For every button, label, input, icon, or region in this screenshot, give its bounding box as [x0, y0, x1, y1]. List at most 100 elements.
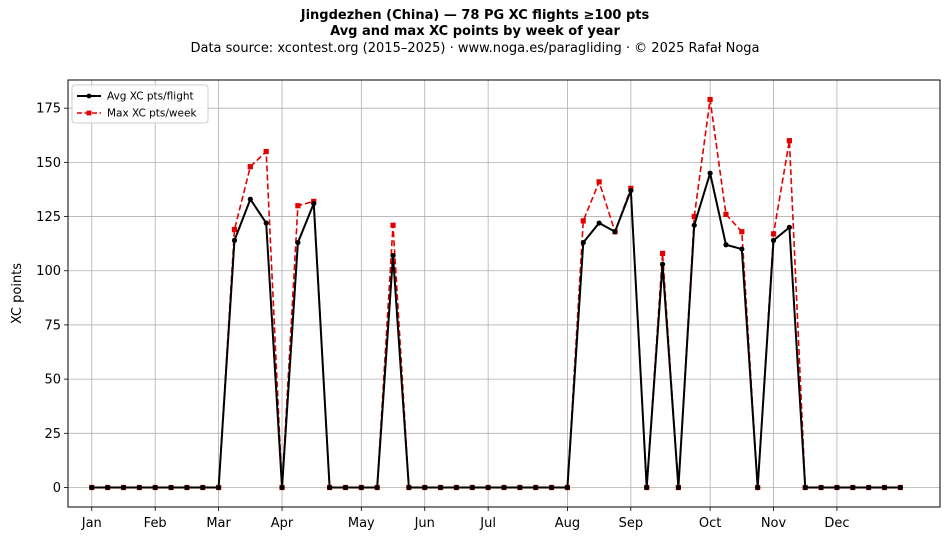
data-point — [659, 250, 666, 257]
data-point — [691, 222, 697, 228]
legend-swatch-marker — [86, 110, 92, 116]
data-point — [247, 164, 253, 170]
legend-label: Avg XC pts/flight — [107, 91, 194, 103]
y-tick-label: 50 — [44, 373, 61, 388]
data-point — [342, 484, 349, 491]
data-point — [295, 203, 301, 209]
x-tick-label: Jun — [414, 516, 435, 531]
x-tick-label: Oct — [699, 516, 721, 531]
data-point — [723, 242, 729, 248]
data-point — [517, 484, 523, 491]
series-layer — [89, 96, 903, 491]
data-point — [897, 484, 903, 491]
data-point — [152, 484, 158, 491]
data-point — [231, 226, 238, 233]
data-point — [786, 224, 792, 230]
data-point — [406, 484, 412, 491]
data-point — [707, 96, 713, 103]
data-point — [358, 484, 364, 491]
title-block: Jingdezhen (China) — 78 PG XC flights ≥1… — [0, 8, 950, 57]
data-point — [770, 231, 777, 237]
data-point — [739, 229, 745, 235]
data-point — [818, 484, 824, 491]
series-line — [91, 172, 901, 489]
x-tick-label: Mar — [206, 516, 231, 531]
data-point — [184, 484, 190, 491]
data-point — [422, 484, 428, 491]
ticks: 0 25 50 75 100 125 150 175 Jan Feb Mar Apr May Jun Jul… — [36, 102, 849, 531]
legend-swatch-marker — [86, 93, 92, 99]
data-point — [786, 138, 792, 144]
data-point — [390, 222, 396, 228]
x-tick-label: Apr — [271, 516, 294, 531]
x-tick-label: Jan — [81, 516, 102, 531]
data-point — [469, 484, 475, 491]
x-tick-label: Nov — [761, 516, 787, 531]
grid — [68, 80, 940, 507]
y-tick-label: 75 — [44, 318, 61, 333]
data-point — [501, 484, 507, 491]
data-point — [850, 484, 856, 491]
data-point — [453, 484, 460, 491]
data-point — [263, 220, 269, 226]
plot-frame — [67, 79, 941, 508]
legend-label: Max XC pts/week — [107, 108, 197, 120]
data-point — [723, 211, 729, 217]
chart-source: Data source: xcontest.org (2015–2025) · … — [190, 41, 760, 56]
data-point — [200, 484, 206, 491]
data-point — [755, 484, 761, 491]
data-point — [612, 229, 618, 235]
data-point — [533, 484, 539, 491]
data-point — [437, 484, 444, 491]
data-point — [596, 179, 602, 185]
data-point — [216, 484, 222, 491]
data-point — [247, 196, 253, 202]
legend: Avg XC pts/flight Max XC pts/week — [71, 84, 209, 124]
data-point — [644, 484, 650, 491]
data-point — [105, 484, 111, 491]
x-tick-label: May — [348, 516, 375, 531]
chart-subtitle: Avg and max XC points by week of year — [330, 24, 620, 39]
series-max — [89, 96, 903, 491]
data-point — [231, 237, 238, 243]
data-point — [485, 484, 491, 491]
data-point — [390, 252, 396, 259]
y-tick-label: 0 — [53, 481, 61, 496]
data-point — [279, 484, 285, 491]
chart-title: Jingdezhen (China) — 78 PG XC flights ≥1… — [300, 8, 650, 23]
x-tick-label: Aug — [555, 516, 580, 531]
data-point — [120, 484, 127, 491]
y-axis-label: XC points — [10, 263, 25, 324]
data-point — [89, 484, 95, 491]
data-point — [168, 484, 174, 491]
y-tick-label: 25 — [44, 427, 61, 442]
series-avg — [89, 170, 903, 491]
data-point — [580, 239, 586, 246]
y-tick-label: 175 — [36, 102, 61, 117]
y-tick-label: 100 — [36, 264, 61, 279]
x-tick-label: Feb — [144, 516, 167, 531]
legend-box — [71, 84, 209, 124]
data-point — [770, 237, 777, 243]
data-point — [707, 170, 713, 176]
data-point — [739, 246, 745, 252]
data-point — [564, 484, 571, 491]
data-point — [136, 484, 142, 491]
data-point — [628, 187, 634, 194]
data-point — [580, 218, 586, 224]
x-tick-label: Dec — [824, 516, 849, 531]
data-point — [834, 484, 840, 491]
data-point — [311, 200, 317, 207]
data-point — [881, 484, 888, 491]
data-point — [295, 239, 301, 246]
data-point — [263, 148, 269, 155]
y-tick-label: 125 — [36, 210, 61, 225]
data-point — [691, 213, 697, 220]
data-point — [327, 484, 333, 491]
data-point — [659, 261, 666, 267]
data-point — [374, 484, 380, 491]
data-point — [802, 484, 808, 491]
data-point — [548, 484, 555, 491]
data-point — [675, 484, 682, 491]
